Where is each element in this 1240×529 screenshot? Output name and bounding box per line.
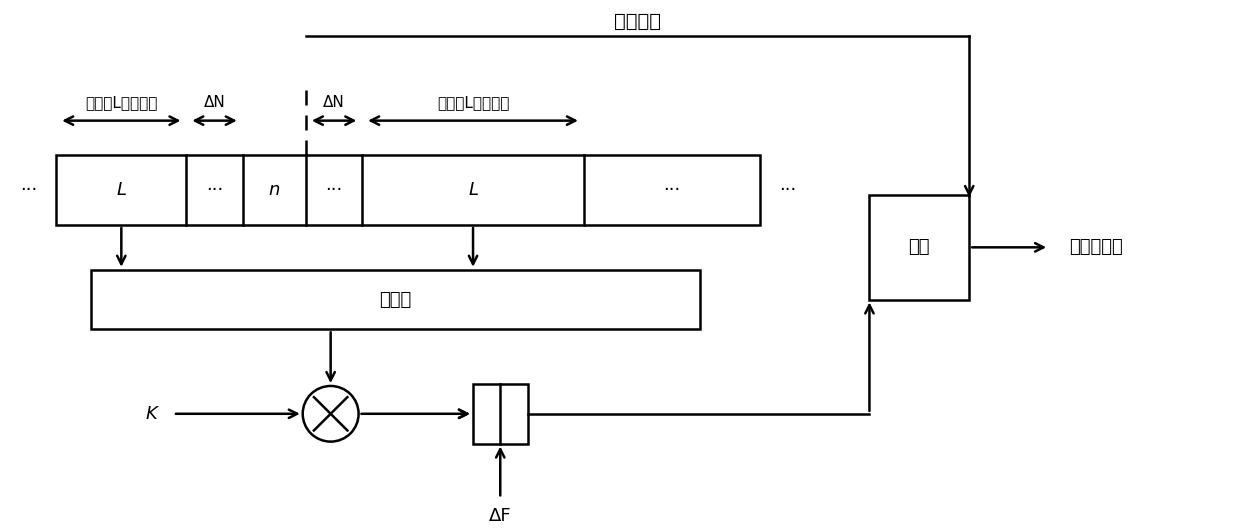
Text: L: L	[467, 181, 479, 199]
Text: 被测单元: 被测单元	[614, 12, 661, 31]
Text: ···: ···	[20, 181, 37, 199]
Text: n: n	[269, 181, 280, 199]
Text: ΔN: ΔN	[203, 95, 226, 110]
Bar	[56, 156, 760, 225]
Text: K: K	[145, 405, 157, 423]
Text: ΔF: ΔF	[489, 507, 512, 525]
Text: 长度为L的数据段: 长度为L的数据段	[436, 95, 510, 110]
Text: ···: ···	[206, 181, 223, 199]
Text: ···: ···	[325, 181, 342, 199]
Bar	[472, 384, 528, 444]
Bar	[869, 195, 970, 299]
Text: 求均值: 求均值	[379, 290, 412, 308]
Text: 长度为L的数据段: 长度为L的数据段	[86, 95, 157, 110]
Text: ···: ···	[663, 181, 681, 199]
Text: ΔN: ΔN	[324, 95, 345, 110]
Text: 过门限标志: 过门限标志	[1069, 239, 1122, 257]
Text: 检测: 检测	[909, 239, 930, 257]
Text: ···: ···	[779, 181, 796, 199]
Bar	[92, 270, 699, 330]
Text: L: L	[117, 181, 126, 199]
